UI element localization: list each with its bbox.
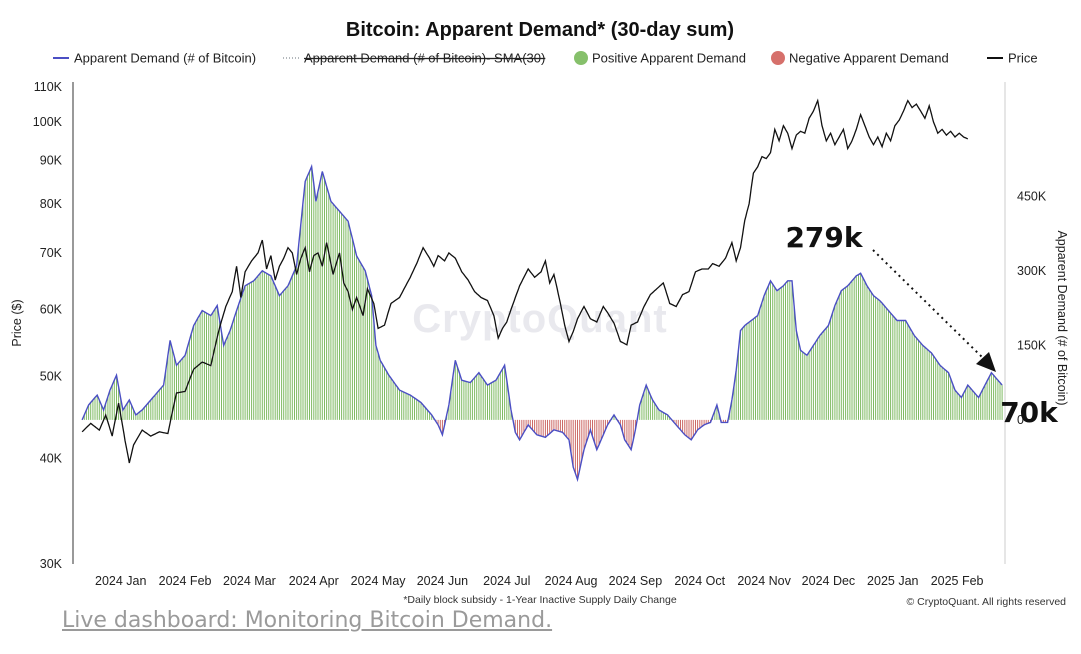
legend-swatch-dot (574, 51, 588, 65)
x-tick-label: 2024 Mar (223, 574, 276, 588)
copyright: © CryptoQuant. All rights reserved (907, 596, 1067, 608)
demand-line (81, 163, 1003, 483)
legend-label: Positive Apparent Demand (592, 51, 746, 66)
x-tick-label: 2025 Jan (867, 574, 918, 588)
x-tick-label: 2024 Jan (95, 574, 146, 588)
y-right-tick-label: 450K (1017, 189, 1047, 203)
plot-area: 30K 40K 50K 60K 70K 80K 90K 100K 110K 0 150K 300K 45… (33, 80, 1059, 588)
y-left-axis-title: Price ($) (10, 299, 24, 346)
y-left-tick-label: 80K (40, 197, 63, 211)
legend-label: Apparent Demand (# of Bitcoin) (74, 51, 256, 66)
annotation-70k: 70k (1000, 396, 1059, 429)
watermark: CryptoQuant (412, 297, 667, 341)
demand-bars (83, 166, 1003, 480)
x-tick-label: 2024 Dec (802, 574, 856, 588)
legend-label: Apparent Demand (# of Bitcoin)- SMA(30) (304, 51, 545, 66)
y-right-tick-label: 300K (1017, 264, 1047, 278)
y-left-tick-label: 40K (40, 451, 63, 465)
y-right-tick-label: 0 (1017, 413, 1024, 427)
price-line (81, 98, 969, 464)
x-tick-label: 2024 Sep (609, 574, 663, 588)
x-tick-label: 2024 Jun (417, 574, 468, 588)
x-tick-label: 2024 Nov (737, 574, 791, 588)
y-left-tick-label: 50K (40, 369, 63, 383)
x-tick-label: 2024 Aug (545, 574, 598, 588)
chart-title: Bitcoin: Apparent Demand* (30-day sum) (346, 19, 734, 41)
x-tick-label: 2024 Oct (674, 574, 725, 588)
y-left-tick-label: 30K (40, 557, 63, 571)
trend-arrow-head (976, 352, 996, 372)
x-tick-label: 2025 Feb (931, 574, 984, 588)
dashboard-link[interactable]: Live dashboard: Monitoring Bitcoin Deman… (62, 608, 553, 633)
y-left-tick-label: 100K (33, 115, 63, 129)
legend: Apparent Demand (# of Bitcoin) Apparent D… (53, 51, 1038, 66)
annotation-279k: 279k (785, 221, 863, 254)
footnote: *Daily block subsidy - 1-Year Inactive S… (403, 594, 676, 606)
trend-arrow-line (872, 249, 984, 359)
y-left-tick-label: 70K (40, 246, 63, 260)
y-left-tick-label: 60K (40, 303, 63, 317)
y-right-axis-title: Apparent Demand (# of Bitcoin) (1055, 230, 1069, 405)
y-left-tick-label: 90K (40, 154, 63, 168)
legend-swatch-dot (771, 51, 785, 65)
x-tick-label: 2024 Feb (159, 574, 212, 588)
y-right-tick-label: 150K (1017, 338, 1047, 352)
x-tick-label: 2024 May (351, 574, 407, 588)
y-left-tick-label: 110K (34, 80, 63, 94)
x-tick-label: 2024 Apr (289, 574, 339, 588)
x-tick-label: 2024 Jul (483, 574, 530, 588)
legend-label: Price (1008, 51, 1038, 66)
legend-label: Negative Apparent Demand (789, 51, 949, 66)
